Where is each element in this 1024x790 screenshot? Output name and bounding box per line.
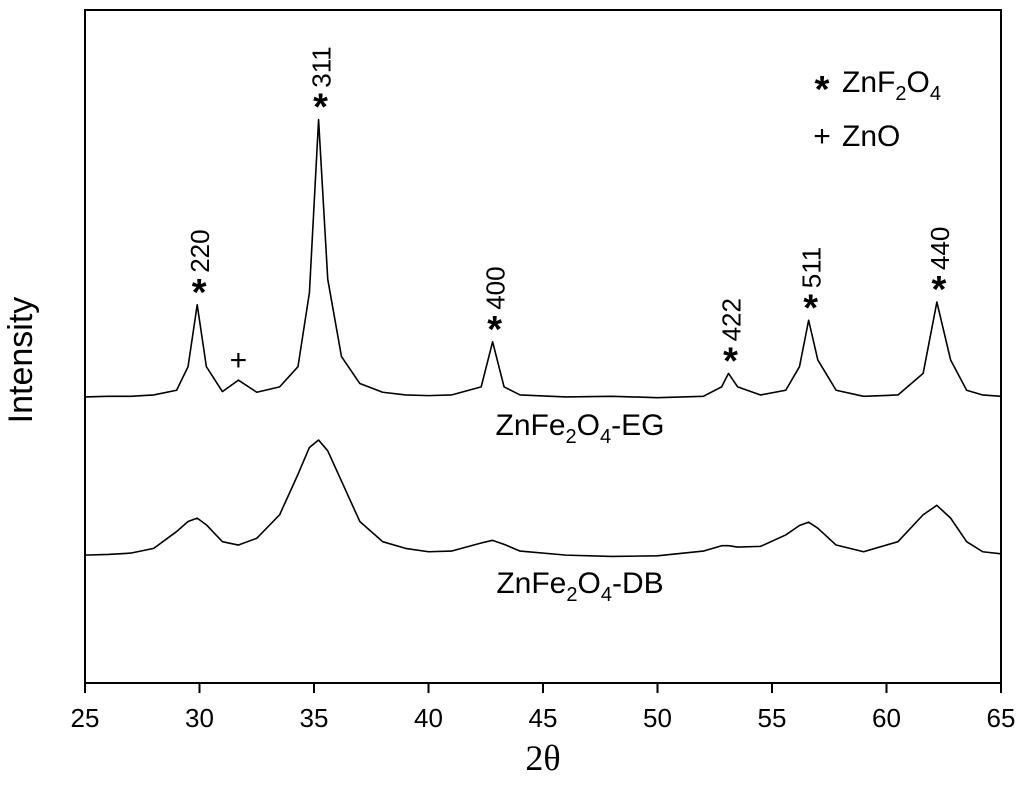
x-tick-label: 40 bbox=[414, 703, 443, 733]
subscript: 2 bbox=[566, 584, 577, 606]
peak-marker: * bbox=[313, 87, 328, 129]
peak-label: 400 bbox=[481, 266, 511, 309]
legend-label: ZnO bbox=[842, 120, 900, 153]
peak-marker: * bbox=[487, 309, 502, 351]
label-part: -DB bbox=[612, 567, 664, 600]
label-part: ZnO bbox=[842, 120, 900, 153]
x-tick-label: 60 bbox=[872, 703, 901, 733]
subscript: 4 bbox=[930, 83, 941, 105]
x-tick-label: 55 bbox=[758, 703, 787, 733]
x-axis-label: 2θ bbox=[525, 738, 560, 778]
peak-marker: * bbox=[192, 272, 207, 314]
label-part: -EG bbox=[611, 409, 664, 442]
xrd-line bbox=[84, 439, 1002, 558]
subscript: 2 bbox=[895, 83, 906, 105]
legend-marker: + bbox=[813, 120, 831, 153]
legend-label: ZnF2O4 bbox=[842, 66, 941, 105]
peak-marker: * bbox=[723, 340, 738, 382]
peak-label: 440 bbox=[925, 227, 955, 270]
peak-marker: + bbox=[230, 344, 248, 377]
x-tick-label: 25 bbox=[71, 703, 100, 733]
xrd-line bbox=[84, 118, 1002, 399]
label-part: ZnF bbox=[842, 66, 895, 99]
y-axis-label: Intensity bbox=[2, 297, 40, 424]
label-part: ZnFe bbox=[496, 567, 566, 600]
label-part: O bbox=[578, 567, 601, 600]
peak-label: 311 bbox=[307, 46, 337, 87]
x-tick-label: 65 bbox=[987, 703, 1016, 733]
label-part: ZnFe bbox=[496, 409, 566, 442]
label-part: O bbox=[577, 409, 600, 442]
subscript: 2 bbox=[566, 426, 577, 448]
x-tick-label: 50 bbox=[643, 703, 672, 733]
peak-marker: * bbox=[931, 269, 946, 311]
subscript: 4 bbox=[601, 584, 612, 606]
subscript: 4 bbox=[600, 426, 611, 448]
label-part: O bbox=[906, 66, 929, 99]
peak-label: 511 bbox=[797, 247, 827, 288]
x-tick-label: 30 bbox=[185, 703, 214, 733]
peak-marker: * bbox=[803, 287, 818, 329]
peak-label: 220 bbox=[185, 229, 215, 272]
peak-label: 422 bbox=[716, 298, 746, 341]
x-tick-label: 45 bbox=[529, 703, 558, 733]
legend-marker: * bbox=[815, 69, 830, 111]
x-tick-label: 35 bbox=[300, 703, 329, 733]
series-label: ZnFe2O4-DB bbox=[496, 567, 663, 606]
series-label: ZnFe2O4-EG bbox=[496, 409, 665, 448]
